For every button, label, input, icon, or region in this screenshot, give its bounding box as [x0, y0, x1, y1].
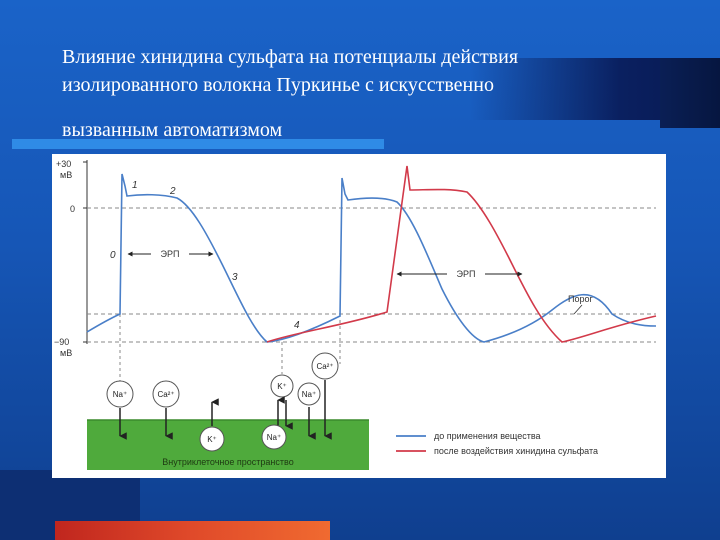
y-zero-label: 0	[70, 204, 75, 214]
legend-label-after: после воздействия хинидина сульфата	[434, 446, 598, 456]
intracellular-space	[87, 420, 369, 470]
ion-ca-right-label: Ca²⁺	[316, 362, 333, 371]
ion-ca-inward	[152, 380, 180, 408]
ion-na-pump	[261, 424, 287, 450]
ion-ca-inward-label: Ca²⁺	[157, 390, 174, 399]
erp-label-bg-2	[447, 267, 485, 280]
ion-na-pump-label: Na⁺	[267, 433, 281, 442]
phase-label-1: 1	[132, 180, 138, 191]
threshold-pointer	[573, 304, 583, 315]
ion-k-outward-left	[199, 426, 225, 452]
action-potential-diagram: +30 мВ 0 −90 мВ 1 2 0 3 4 ЭРП ЭРП Порог	[54, 159, 657, 470]
decorative-red-bar	[55, 521, 330, 540]
ion-na-inward-label: Na⁺	[113, 390, 127, 399]
series-before-curve	[86, 173, 657, 343]
ion-k-outward-left-label: K⁺	[207, 435, 217, 444]
slide-title-line-2: изолированного волокна Пуркинье с искусс…	[62, 74, 494, 96]
erp-label-2: ЭРП	[457, 269, 476, 279]
y-bottom-unit: мВ	[60, 348, 72, 358]
ion-k-outward-right-label: K⁺	[277, 382, 287, 391]
title-underline-bar	[12, 139, 384, 149]
background-shade-right	[660, 58, 720, 128]
ion-na-inward	[106, 380, 134, 408]
slide-title-line-1: Влияние хинидина сульфата на потенциалы …	[62, 46, 519, 68]
ion-ca-right	[311, 352, 339, 380]
phase-label-4: 4	[294, 320, 300, 331]
phase-label-0: 0	[110, 250, 116, 261]
membrane-label: Внутриклеточное пространство	[162, 457, 293, 467]
y-bottom-label: −90	[54, 337, 69, 347]
ion-na-right-label: Na⁺	[302, 390, 316, 399]
y-top-label: +30	[56, 159, 71, 169]
phase-label-3: 3	[232, 272, 238, 283]
series-after-curve	[266, 165, 657, 343]
ion-na-right	[297, 382, 321, 406]
phase-label-2: 2	[169, 186, 176, 197]
erp-label-bg-1	[151, 247, 189, 260]
slide-title-line-3: вызванным автоматизмом	[62, 119, 283, 141]
y-top-unit: мВ	[60, 170, 72, 180]
erp-label-1: ЭРП	[161, 249, 180, 259]
action-potential-figure: +30 мВ 0 −90 мВ 1 2 0 3 4 ЭРП ЭРП Порог	[52, 154, 666, 478]
threshold-label: Порог	[568, 294, 593, 304]
legend-label-before: до применения вещества	[434, 431, 541, 441]
